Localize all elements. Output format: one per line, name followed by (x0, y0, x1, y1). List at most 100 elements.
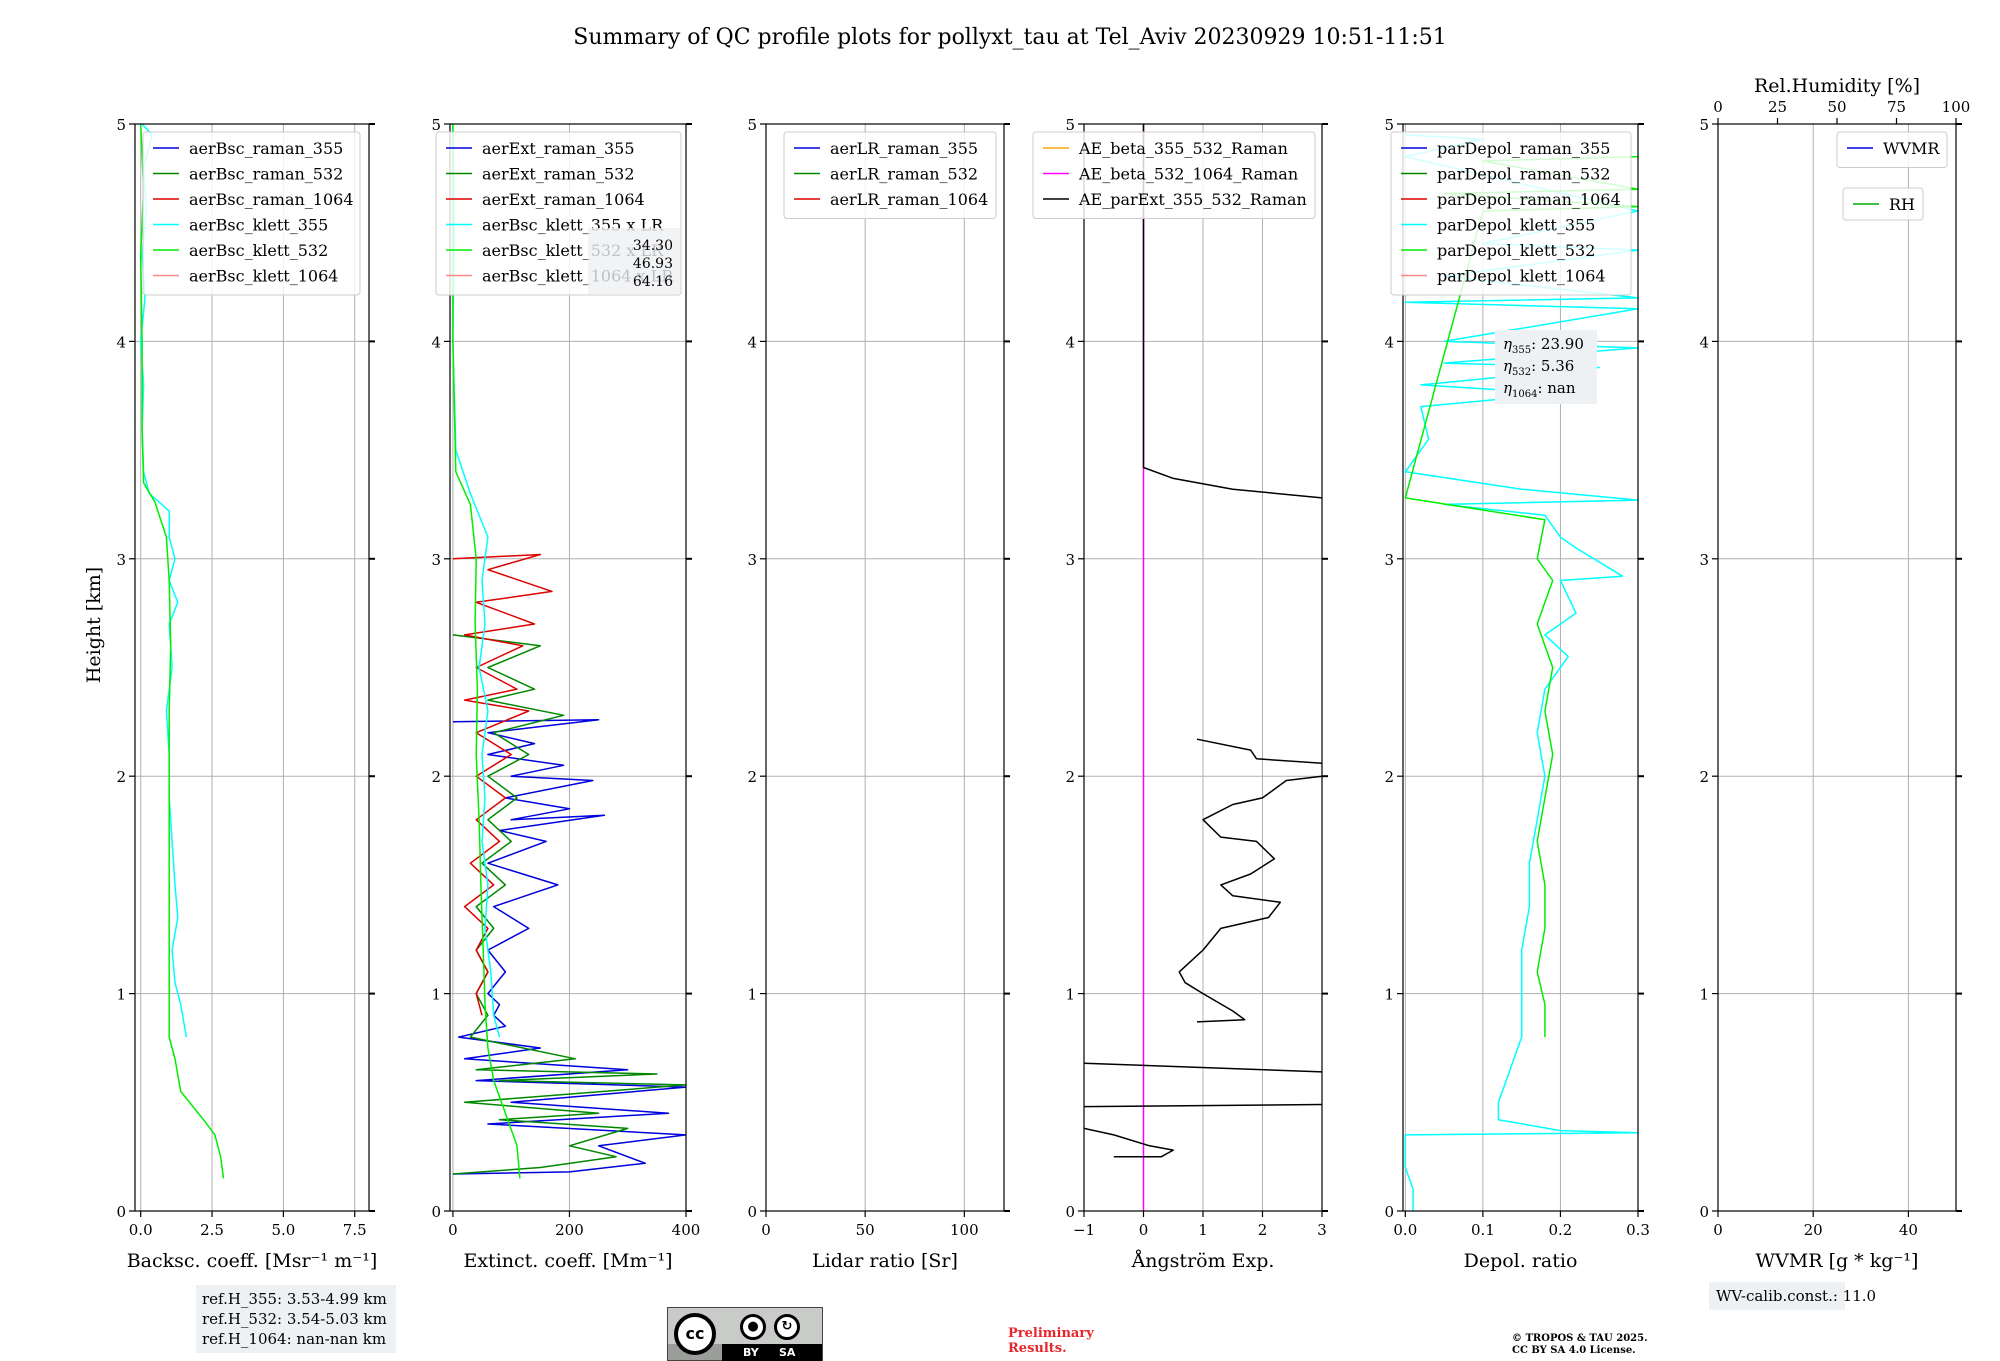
legend-label: aerExt_raman_532 (482, 165, 635, 184)
y-tick-label: 3 (747, 551, 757, 569)
legend-label: parDepol_klett_532 (1437, 241, 1595, 260)
legend-box (1032, 131, 1316, 219)
y-tick-label: 4 (116, 333, 126, 351)
preliminary-line-1: Preliminary (1008, 1326, 1094, 1341)
top-axis-label: Rel.Humidity [%] (1754, 75, 1920, 97)
x-tick-label: 50 (856, 1221, 875, 1239)
panels: 0 1 2 3 4 5 0.0 2.5 5.0 7.5 Backsc. coeff. [Msr⁻¹ … (116, 75, 1970, 1353)
x-axis-label: Backsc. coeff. [Msr⁻¹ m⁻¹] (127, 1250, 378, 1272)
figure-title: Summary of QC profile plots for pollyxt_… (573, 25, 1446, 50)
y-tick-label: 0 (116, 1203, 126, 1221)
x-tick-label: 3 (1317, 1221, 1327, 1239)
y-tick-label: 2 (116, 768, 126, 786)
preliminary-line-2: Results. (1008, 1341, 1067, 1356)
eta-subscript: 532 (1512, 367, 1531, 378)
legend-label: AE_beta_355_532_Raman (1078, 139, 1288, 158)
legend-label: aerBsc_klett_1064 (189, 267, 338, 286)
top-tick-label: 100 (1942, 98, 1971, 116)
legend-box (783, 131, 997, 219)
eta-value: : 5.36 (1531, 357, 1574, 375)
x-tick-label: 2 (1258, 1221, 1268, 1239)
panel-depol: 0 1 2 3 4 5 0.0 0.1 0.2 0.3 Depol. ratio parDepol_r… (1384, 116, 1649, 1272)
x-tick-label: 20 (1804, 1221, 1823, 1239)
panel-bsc: 0 1 2 3 4 5 0.0 2.5 5.0 7.5 Backsc. coeff. [Msr⁻¹ … (116, 116, 396, 1353)
y-tick-label: 0 (1699, 1203, 1709, 1221)
x-tick-label: 0 (1713, 1221, 1723, 1239)
preliminary-note: Preliminary Results. (1008, 1326, 1094, 1356)
y-tick-label: 1 (747, 986, 757, 1004)
x-tick-label: 400 (672, 1221, 701, 1239)
axes-frame (1402, 123, 1639, 1212)
top-tick-label: 25 (1768, 98, 1787, 116)
y-tick-label: 5 (1699, 116, 1709, 134)
legend: AE_beta_355_532_Raman AE_beta_532_1064_Ra… (1032, 131, 1316, 219)
legend: parDepol_raman_355 parDepol_raman_532 parD… (1390, 131, 1632, 296)
legend: WVMR RH (1836, 131, 1948, 221)
copyright-line-1: © TROPOS & TAU 2025. (1512, 1333, 1648, 1344)
y-tick-label: 3 (1065, 551, 1075, 569)
series-AE_parExt_355_532_Raman (1084, 1062, 1322, 1073)
legend-label: parDepol_raman_532 (1437, 165, 1610, 184)
legend-label: parDepol_klett_1064 (1437, 267, 1606, 286)
reference-height-text: ref.H_355: 3.53-4.99 km (202, 1290, 387, 1308)
legend-label: RH (1889, 195, 1915, 214)
license-by-label: BY (743, 1346, 759, 1359)
legend-box (1842, 187, 1924, 221)
annotation-box (196, 1285, 396, 1353)
y-tick-label: 3 (431, 551, 441, 569)
license-sa-label: SA (779, 1346, 796, 1359)
legend-box (142, 131, 361, 296)
legend-label: WVMR (1883, 139, 1940, 158)
license-badge-strip (722, 1344, 822, 1361)
x-axis-label: Ångström Exp. (1131, 1250, 1275, 1272)
legend-label: aerLR_raman_355 (830, 139, 978, 158)
series-aerExt_raman_355 (452, 718, 686, 1175)
series-aerBsc_klett_532 (139, 124, 225, 1179)
y-tick-label: 3 (116, 551, 126, 569)
eta-symbol: η (1503, 357, 1512, 375)
x-tick-label: 0.0 (1393, 1221, 1417, 1239)
eta-value: : 23.90 (1531, 335, 1584, 353)
y-tick-label: 4 (431, 333, 441, 351)
eta-text: η532: 5.36 (1503, 357, 1574, 378)
eta-value: : nan (1537, 379, 1575, 397)
y-tick-label: 1 (431, 986, 441, 1004)
top-tick-label: 0 (1713, 98, 1723, 116)
eta-symbol: η (1503, 379, 1512, 397)
x-tick-label: 0.1 (1471, 1221, 1495, 1239)
x-tick-label: 0.3 (1626, 1221, 1650, 1239)
eta-subscript: 355 (1512, 345, 1531, 356)
y-tick-label: 1 (1065, 986, 1075, 1004)
legend-label: aerLR_raman_532 (830, 165, 978, 184)
x-tick-label: 7.5 (343, 1221, 367, 1239)
axes-frame (134, 123, 370, 1212)
legend-label: parDepol_raman_1064 (1437, 190, 1621, 209)
axes-frame (449, 123, 687, 1212)
x-tick-label: −1 (1073, 1221, 1095, 1239)
y-tick-label: 5 (1065, 116, 1075, 134)
y-tick-label: 4 (1384, 333, 1394, 351)
legend-box (1390, 131, 1632, 296)
top-tick-label: 75 (1887, 98, 1906, 116)
x-tick-label: 0.2 (1549, 1221, 1573, 1239)
axes-frame (765, 123, 1005, 1212)
annotation-box (1709, 1282, 1845, 1310)
legend-box (1836, 131, 1948, 168)
y-tick-label: 1 (1384, 986, 1394, 1004)
wv-calib-text: WV-calib.const.: 11.0 (1716, 1287, 1876, 1305)
legend-label: aerBsc_klett_532 (189, 241, 328, 260)
y-tick-label: 2 (747, 768, 757, 786)
series-group (452, 124, 686, 1179)
copyright-line-2: CC BY SA 4.0 License. (1512, 1345, 1636, 1356)
reference-height-text: ref.H_1064: nan-nan km (202, 1330, 386, 1348)
series-parDepol_klett_355 (1404, 134, 1638, 1211)
legend-label: aerExt_raman_355 (482, 139, 635, 158)
x-axis-label: Lidar ratio [Sr] (812, 1250, 958, 1272)
y-axis-label: Height [km] (83, 567, 105, 683)
eta-symbol: η (1503, 335, 1512, 353)
y-tick-label: 2 (431, 768, 441, 786)
legend-label: AE_parExt_355_532_Raman (1078, 190, 1307, 209)
series-AE_parExt_355_532_Raman (1178, 775, 1322, 1023)
